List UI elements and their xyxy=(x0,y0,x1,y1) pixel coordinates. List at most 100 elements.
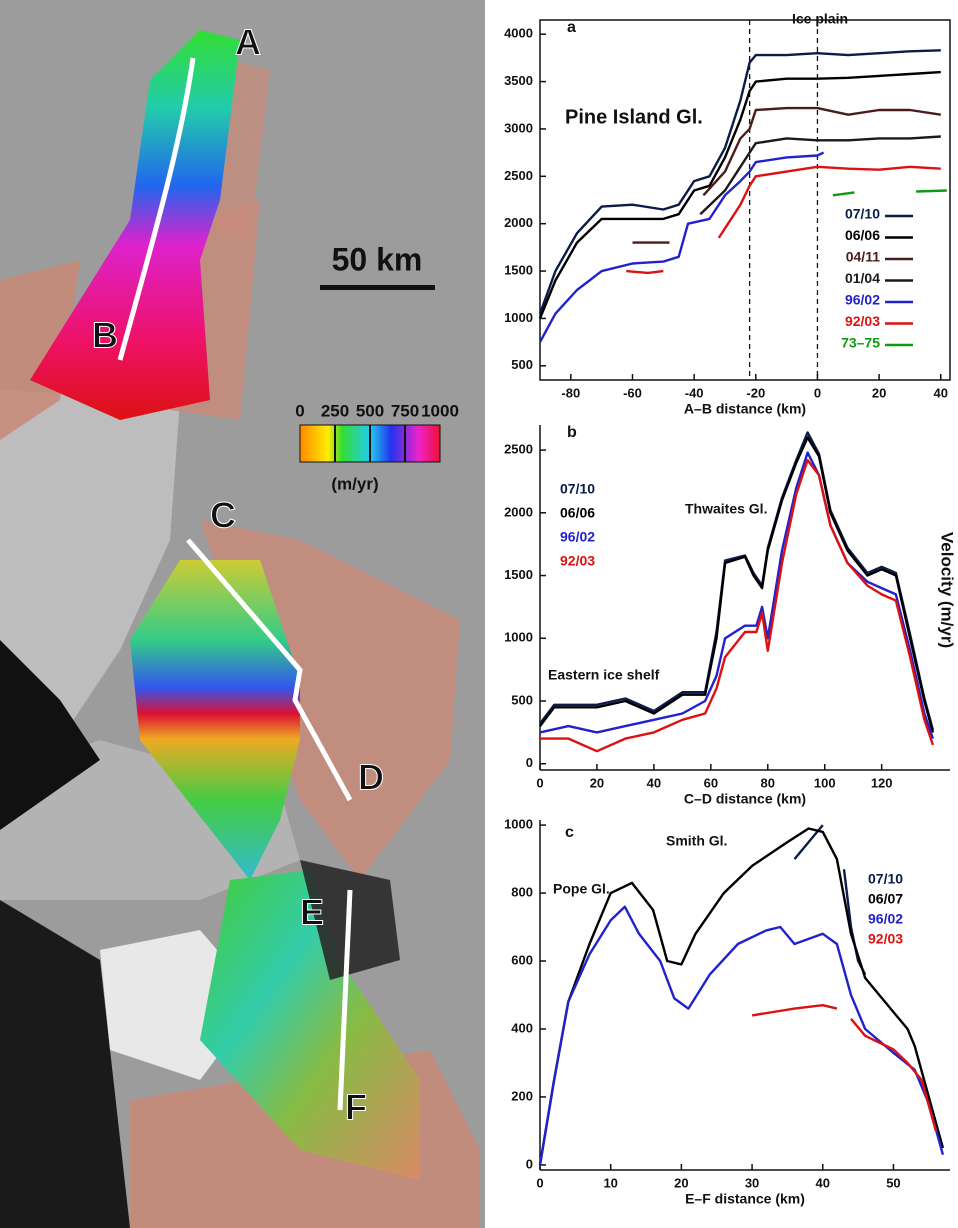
y-tick-label: 3500 xyxy=(504,73,533,88)
series-line xyxy=(538,70,941,319)
y-tick-label: 1500 xyxy=(504,262,533,277)
map-label: D xyxy=(358,757,384,798)
series-line xyxy=(539,451,935,739)
annotation: Eastern ice shelf xyxy=(548,667,660,683)
x-tick-label: 20 xyxy=(590,775,604,790)
annotation: Pope Gl. xyxy=(553,881,610,897)
colorbar-tick-label: 1000 xyxy=(421,401,459,420)
x-tick-label: 120 xyxy=(871,775,893,790)
annotation: Thwaites Gl. xyxy=(685,501,767,517)
y-tick-label: 4000 xyxy=(504,26,533,41)
legend-label: 04/11 xyxy=(846,249,880,265)
x-tick-label: 100 xyxy=(814,775,836,790)
panel-label: a xyxy=(567,19,576,36)
scale-label: 50 km xyxy=(332,241,423,277)
y-tick-label: 1000 xyxy=(504,817,533,832)
y-tick-label: 2000 xyxy=(504,504,533,519)
series-line xyxy=(632,106,941,244)
y-tick-label: 1000 xyxy=(504,630,533,645)
x-axis-label: E–F distance (km) xyxy=(685,1191,805,1207)
annotation: Smith Gl. xyxy=(666,833,727,849)
velocity-field xyxy=(200,870,420,1180)
y-axis-label: Velocity (m/yr) xyxy=(938,532,957,648)
legend-label: 01/04 xyxy=(845,270,880,286)
scale-bar xyxy=(320,285,435,290)
series-line xyxy=(540,458,935,753)
x-tick-label: 10 xyxy=(603,1175,617,1190)
x-tick-label: 40 xyxy=(647,775,661,790)
legend-label: 07/10 xyxy=(560,481,595,497)
x-tick-label: -80 xyxy=(561,385,580,400)
legend-label: 06/06 xyxy=(845,227,880,243)
legend-label: 07/10 xyxy=(868,871,903,887)
x-tick-label: 80 xyxy=(761,775,775,790)
map: A B C D E F 50 km 0 250 500 750 1000 (m/yr) xyxy=(0,0,485,1228)
y-tick-label: 500 xyxy=(511,357,533,372)
slow-flow xyxy=(0,260,80,440)
y-tick-label: 200 xyxy=(511,1088,533,1103)
x-tick-label: 0 xyxy=(536,1175,543,1190)
y-tick-label: 1500 xyxy=(504,567,533,582)
y-tick-label: 800 xyxy=(511,884,533,899)
legend-label: 92/03 xyxy=(868,931,903,947)
annotation: Pine Island Gl. xyxy=(565,106,703,128)
map-label: F xyxy=(345,1087,367,1128)
colorbar-tick-label: 0 xyxy=(295,401,304,420)
legend-label: 92/03 xyxy=(560,553,595,569)
profile-line xyxy=(186,538,353,802)
velocity-field xyxy=(30,30,240,420)
map-label: C xyxy=(210,495,236,536)
y-tick-label: 3000 xyxy=(504,120,533,135)
legend-label: 96/02 xyxy=(560,529,595,545)
x-tick-label: 20 xyxy=(872,385,886,400)
x-tick-label: 50 xyxy=(886,1175,900,1190)
series-line xyxy=(539,436,935,733)
map-label: A xyxy=(235,22,261,63)
series-line xyxy=(539,431,935,731)
colorbar-tick-label: 500 xyxy=(356,401,384,420)
legend-label: 73–75 xyxy=(841,335,880,351)
y-tick-label: 2500 xyxy=(504,168,533,183)
series-line xyxy=(538,905,945,1166)
profile-line xyxy=(337,889,353,1111)
x-tick-label: 0 xyxy=(814,385,821,400)
velocity-field xyxy=(130,560,300,880)
x-tick-label: -60 xyxy=(623,385,642,400)
y-tick-label: 1000 xyxy=(504,310,533,325)
series-line xyxy=(751,1004,938,1132)
profile-line xyxy=(117,57,196,361)
map-label: E xyxy=(300,892,324,933)
x-axis-label: C–D distance (km) xyxy=(684,791,806,807)
colorbar-unit: (m/yr) xyxy=(331,474,378,493)
ice-shelf xyxy=(0,390,180,780)
x-tick-label: 40 xyxy=(816,1175,830,1190)
legend-label: 06/07 xyxy=(868,891,903,907)
series-line xyxy=(626,165,941,275)
series-line xyxy=(538,827,945,1166)
y-tick-label: 400 xyxy=(511,1020,533,1035)
x-tick-label: 30 xyxy=(745,1175,759,1190)
y-tick-label: 500 xyxy=(511,692,533,707)
x-tick-label: 20 xyxy=(674,1175,688,1190)
x-tick-label: 40 xyxy=(934,385,948,400)
legend-label: 92/03 xyxy=(845,313,880,329)
legend-label: 07/10 xyxy=(845,206,880,222)
legend-label: 96/02 xyxy=(845,292,880,308)
y-tick-label: 0 xyxy=(526,755,533,770)
series-line xyxy=(699,135,941,216)
y-tick-label: 2000 xyxy=(504,215,533,230)
y-tick-label: 600 xyxy=(511,952,533,967)
x-tick-label: -40 xyxy=(685,385,704,400)
x-axis-label: A–B distance (km) xyxy=(684,401,806,417)
y-tick-label: 0 xyxy=(526,1156,533,1171)
legend-label: 06/06 xyxy=(560,505,595,521)
panel-label: b xyxy=(567,424,577,441)
map-label: B xyxy=(92,315,118,356)
x-tick-label: 0 xyxy=(536,775,543,790)
colorbar-tick-label: 750 xyxy=(391,401,419,420)
y-tick-label: 2500 xyxy=(504,442,533,457)
panel-label: c xyxy=(565,824,574,841)
axes-frame xyxy=(539,19,951,381)
ocean xyxy=(0,640,100,830)
